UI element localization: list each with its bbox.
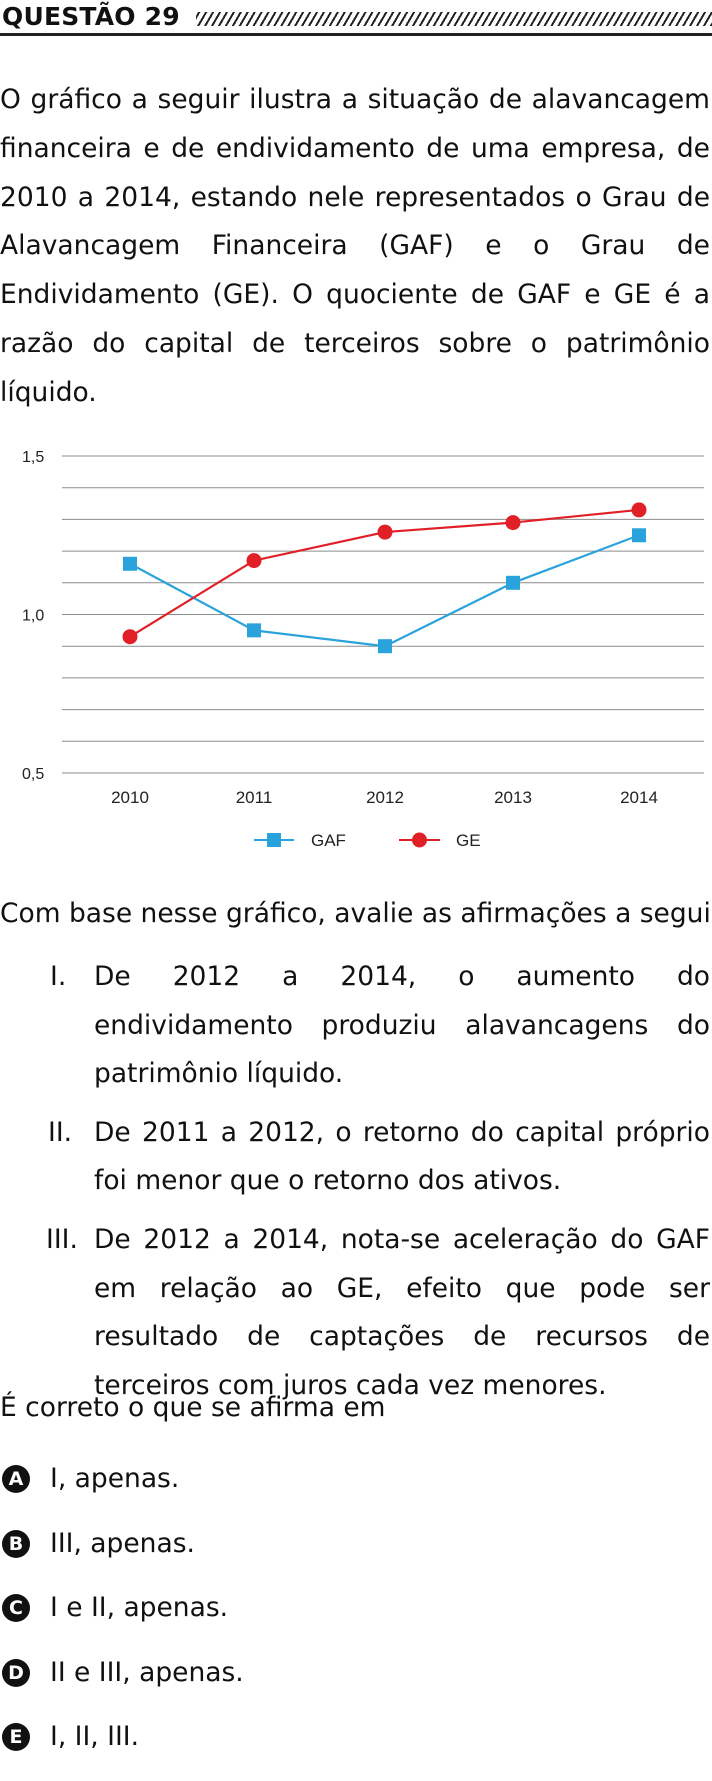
statement-text: De 2012 a 2014, o aumento do endividamen… [94, 961, 710, 1090]
y-tick-label: 1,5 [22, 449, 44, 466]
x-tick-label: 2010 [111, 788, 149, 807]
header-rule [0, 33, 712, 36]
option-text: III, apenas. [50, 1527, 195, 1559]
option-e[interactable]: E I, II, III. [0, 1716, 712, 1781]
option-letter-badge: E [2, 1723, 30, 1751]
header-hatch-decoration [196, 12, 712, 26]
question-prompt: Com base nesse gráfico, avalie as afirma… [0, 898, 712, 929]
legend-marker [267, 833, 281, 847]
statement-number: III. [46, 1223, 78, 1255]
y-tick-label: 1,0 [22, 608, 44, 625]
question-header: QUESTÃO 29 [0, 0, 712, 40]
statement-2: II. De 2011 a 2012, o retorno do capital… [0, 1109, 712, 1206]
legend-label: GAF [311, 831, 346, 850]
data-point-gaf [378, 639, 392, 654]
data-point-gaf [123, 556, 137, 571]
option-letter-badge: C [2, 1594, 30, 1622]
option-b[interactable]: B III, apenas. [0, 1523, 712, 1588]
data-point-ge [505, 515, 521, 531]
option-letter-badge: A [2, 1465, 30, 1493]
statement-number: I. [50, 961, 67, 992]
data-point-gaf [632, 528, 646, 543]
options-list: A I, apenas. B III, apenas. C I e II, ap… [0, 1458, 712, 1781]
x-tick-label: 2013 [494, 788, 532, 807]
option-letter-badge: D [2, 1658, 30, 1687]
x-tick-label: 2014 [620, 788, 658, 807]
option-text: II e III, apenas. [50, 1656, 244, 1688]
data-point-ge [631, 502, 647, 518]
option-text: I, apenas. [50, 1463, 180, 1494]
question-ask: É correto o que se afirma em [0, 1392, 386, 1423]
question-stem: O gráfico a seguir ilustra a situação de… [0, 84, 710, 408]
chart: 0,5 1,0 1,5 2010 2011 2012 2013 2014 GAF GE [0, 435, 712, 865]
legend-marker [412, 832, 427, 848]
question-title: QUESTÃO 29 [2, 2, 180, 31]
x-tick-label: 2012 [366, 788, 404, 807]
option-letter-badge: B [2, 1529, 30, 1558]
y-tick-label: 0,5 [22, 766, 44, 783]
data-point-ge [122, 629, 138, 645]
option-d[interactable]: D II e III, apenas. [0, 1652, 712, 1717]
statement-text: De 2011 a 2012, o retorno do capital pró… [94, 1116, 710, 1197]
statement-number: II. [48, 1116, 73, 1148]
option-text: I e II, apenas. [50, 1592, 229, 1623]
line-chart: 0,5 1,0 1,5 2010 2011 2012 2013 2014 GAF GE [22, 449, 704, 850]
option-c[interactable]: C I e II, apenas. [0, 1587, 712, 1652]
statement-text: De 2012 a 2014, nota-se aceleração do GA… [94, 1223, 710, 1401]
legend-label: GE [456, 831, 481, 850]
data-point-ge [377, 524, 393, 540]
data-point-gaf [247, 623, 261, 638]
x-tick-label: 2011 [236, 788, 273, 807]
statement-1: I. De 2012 a 2014, o aumento do endivida… [0, 953, 712, 1099]
option-text: I, II, III. [50, 1721, 140, 1752]
option-a[interactable]: A I, apenas. [0, 1458, 712, 1523]
data-point-ge [246, 553, 262, 569]
statements-list: I. De 2012 a 2014, o aumento do endivida… [0, 953, 712, 1420]
statement-3: III. De 2012 a 2014, nota-se aceleração … [0, 1216, 712, 1410]
data-point-gaf [506, 575, 520, 590]
